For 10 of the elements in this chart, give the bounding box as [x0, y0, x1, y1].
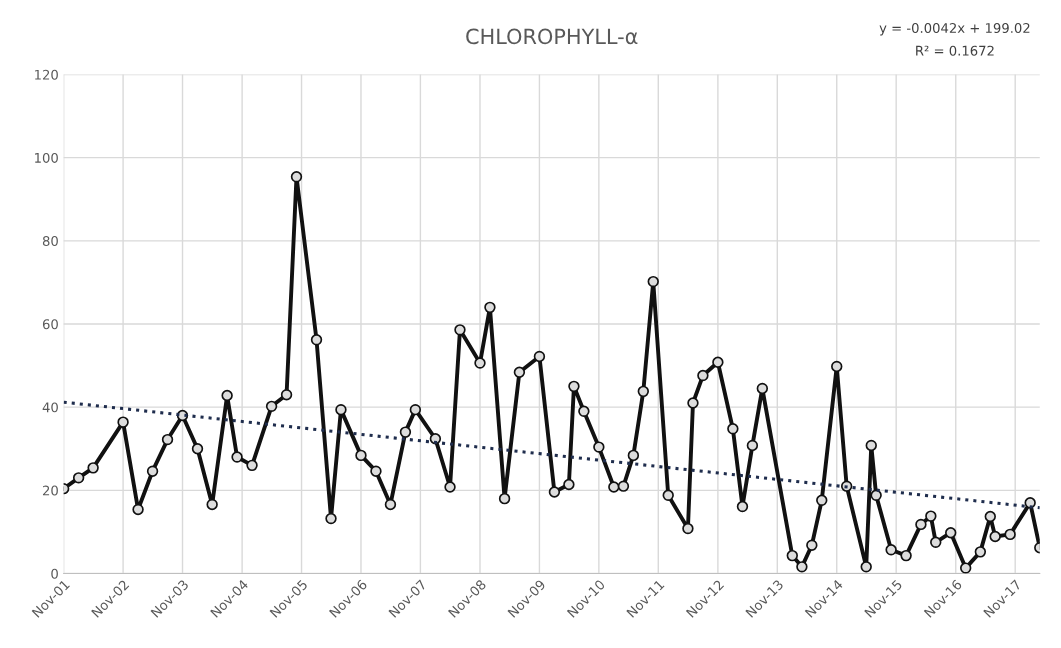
- y-tick-label: 80: [42, 236, 58, 247]
- y-tick-label: 40: [42, 402, 58, 413]
- text: R² = 0.1672: [916, 45, 994, 56]
- y-tick-label: 20: [42, 485, 58, 496]
- text: y = -0.0042x + 199.02: [879, 23, 1030, 36]
- y-tick-label: 120: [35, 69, 58, 80]
- y-tick-label: 0: [51, 568, 58, 579]
- y-tick-label: 60: [42, 319, 58, 330]
- y-tick-label: 100: [35, 152, 58, 163]
- chart-title: CHLOROPHYLL-α: [466, 28, 638, 45]
